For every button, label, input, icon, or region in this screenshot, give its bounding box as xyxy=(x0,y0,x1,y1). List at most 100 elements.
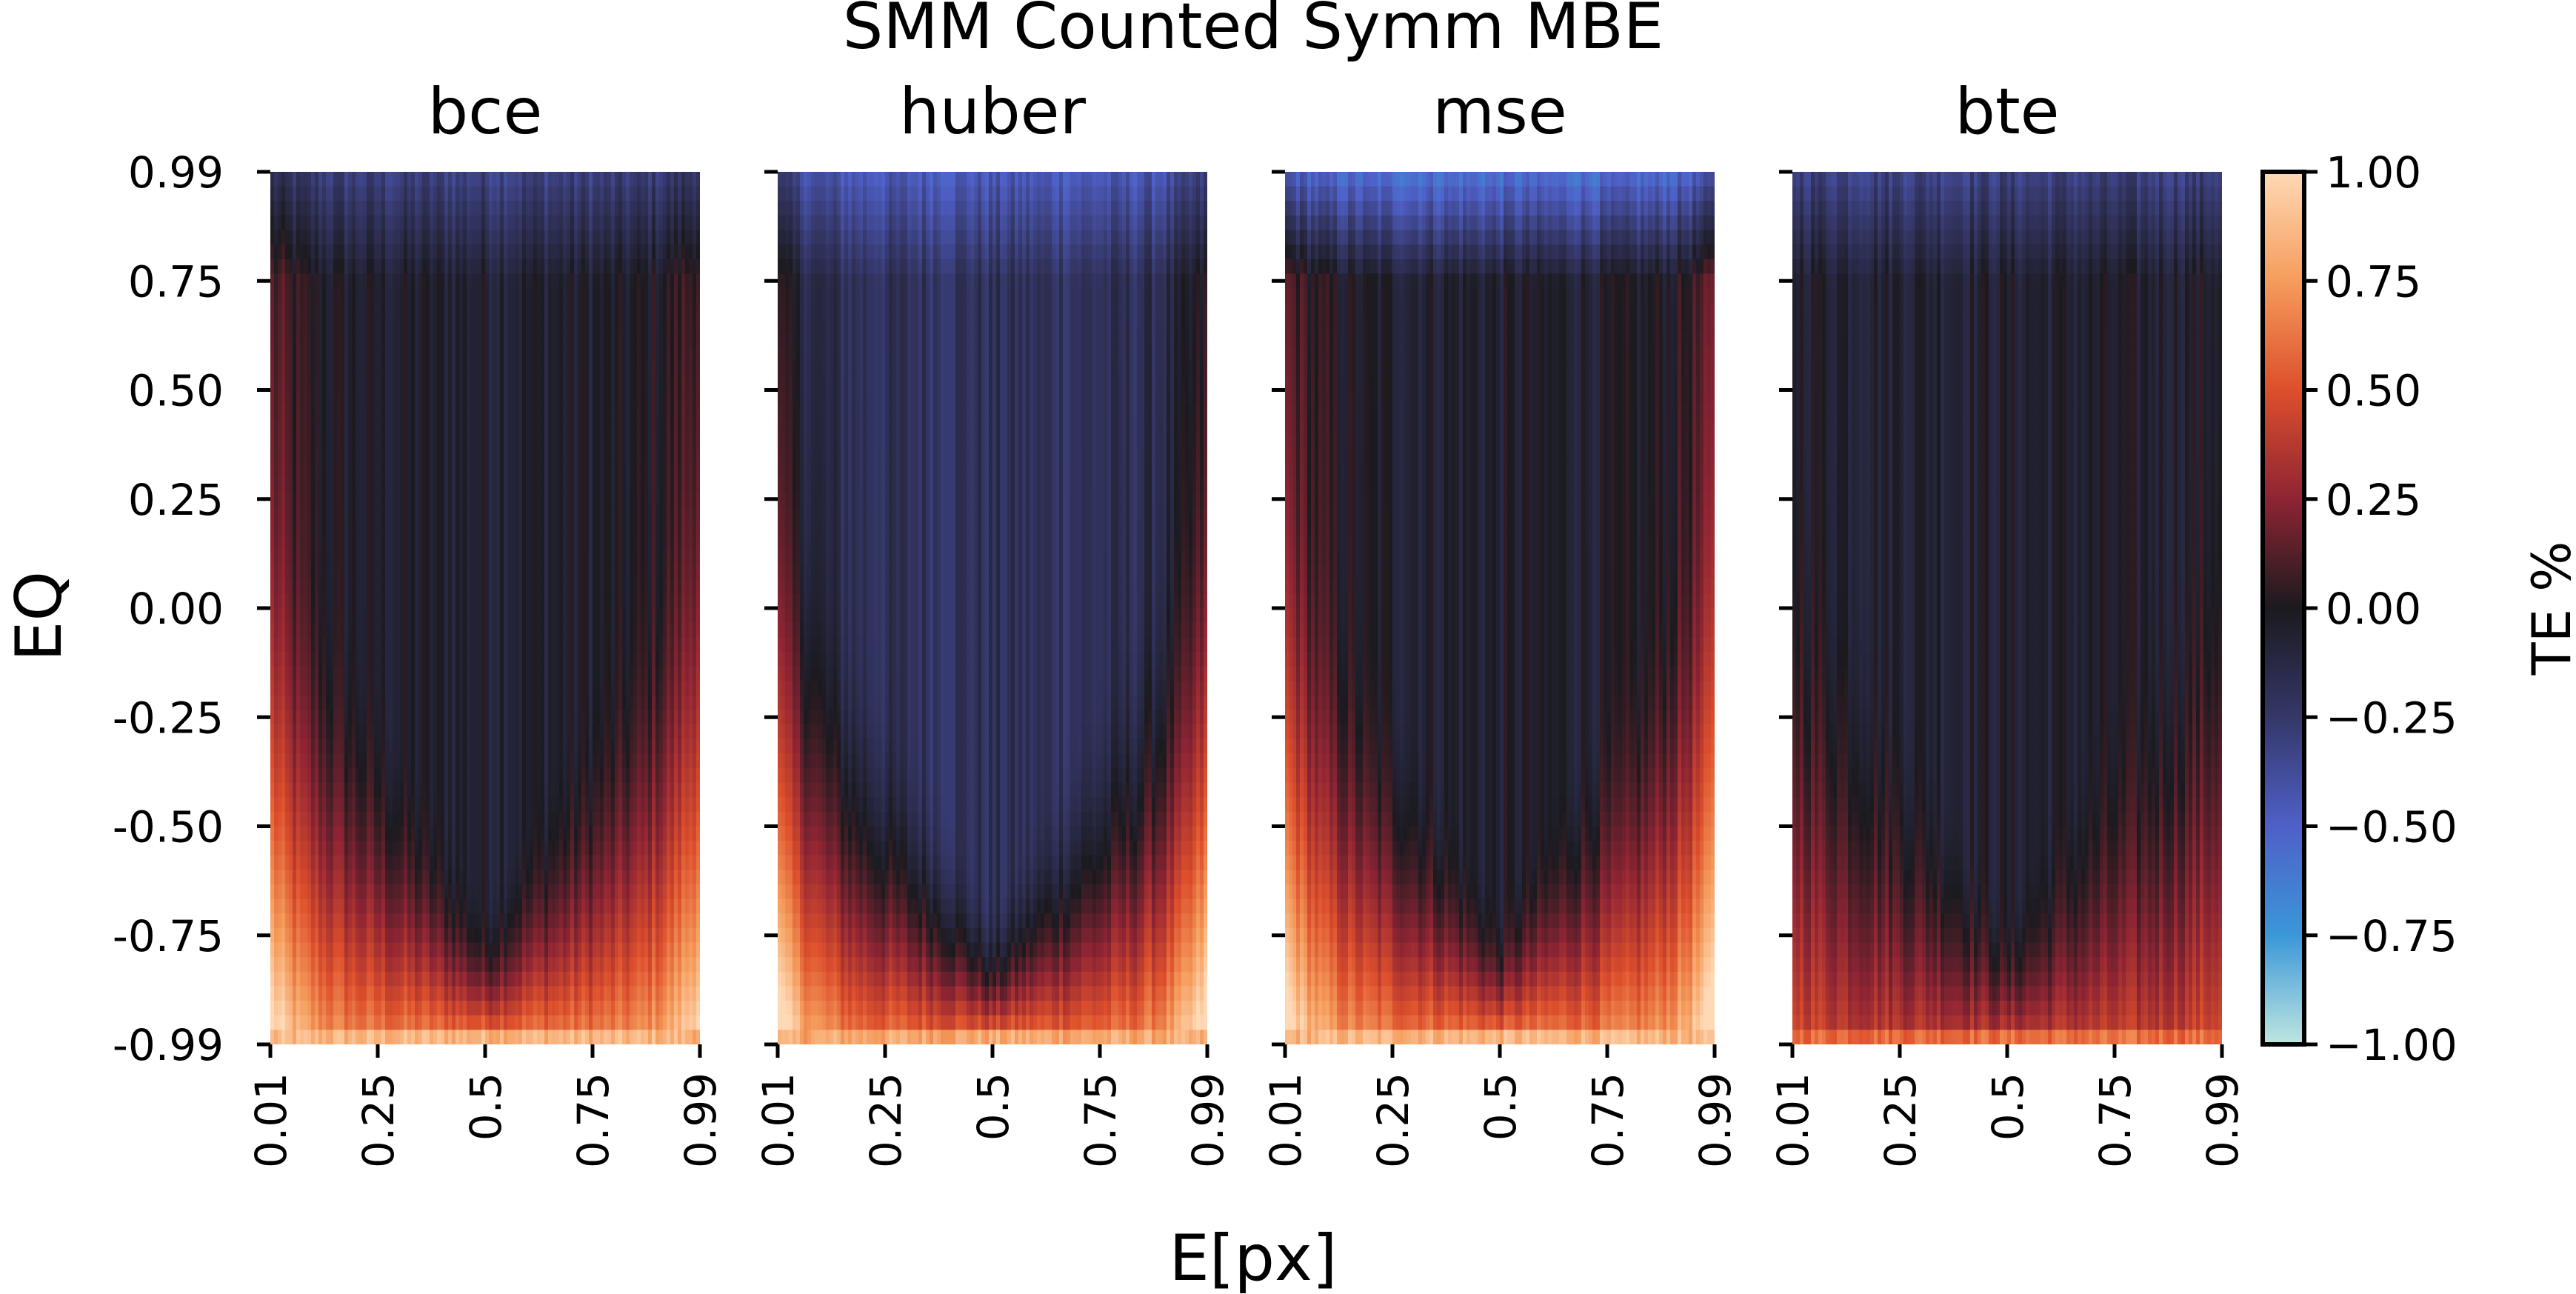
heatmap-cell xyxy=(448,637,453,653)
heatmap-cell xyxy=(515,259,519,275)
heatmap-cell xyxy=(456,651,460,667)
heatmap-cell xyxy=(444,331,449,347)
heatmap-cell xyxy=(526,608,530,624)
heatmap-cell xyxy=(411,578,416,594)
heatmap-cell xyxy=(400,535,404,551)
heatmap-cell xyxy=(348,695,353,711)
heatmap-cell xyxy=(459,433,464,449)
heatmap-cell xyxy=(563,521,567,536)
heatmap-cell xyxy=(611,593,615,609)
heatmap-cell xyxy=(359,375,364,391)
heatmap-cell xyxy=(574,608,578,624)
heatmap-cell xyxy=(685,331,690,347)
heatmap-cell xyxy=(533,477,538,493)
heatmap-cell xyxy=(681,418,686,434)
heatmap-cell xyxy=(637,506,641,521)
heatmap-cell xyxy=(415,375,419,391)
heatmap-cell xyxy=(281,302,286,318)
heatmap-cell xyxy=(578,317,582,333)
heatmap-cell xyxy=(600,782,604,798)
heatmap-cell xyxy=(474,172,478,187)
heatmap-cell xyxy=(426,186,430,201)
heatmap-cell xyxy=(637,550,641,565)
heatmap-cell xyxy=(563,608,567,624)
heatmap-cell xyxy=(415,550,419,565)
heatmap-cell xyxy=(467,215,471,231)
heatmap-cell xyxy=(293,564,297,580)
heatmap-cell xyxy=(359,738,364,754)
heatmap-cell xyxy=(570,172,575,187)
heatmap-cell xyxy=(326,244,330,260)
heatmap-cell xyxy=(433,244,438,260)
heatmap-cell xyxy=(548,244,553,260)
heatmap-cell xyxy=(274,186,278,201)
heatmap-cell xyxy=(537,550,541,565)
heatmap-cell xyxy=(567,244,571,260)
heatmap-cell xyxy=(363,521,367,536)
heatmap-cell xyxy=(270,462,275,478)
heatmap-cell xyxy=(622,622,627,638)
heatmap-cell xyxy=(659,550,664,565)
heatmap-cell xyxy=(522,651,527,667)
heatmap-cell xyxy=(281,651,286,667)
heatmap-cell xyxy=(333,375,338,391)
heatmap-cell xyxy=(581,302,586,318)
heatmap-cell xyxy=(452,230,456,245)
heatmap-cell xyxy=(474,666,478,681)
heatmap-cell xyxy=(426,695,430,711)
heatmap-cell xyxy=(644,622,649,638)
heatmap-cell xyxy=(567,215,571,231)
heatmap-cell xyxy=(693,172,697,187)
heatmap-cell xyxy=(404,710,408,725)
heatmap-cell xyxy=(485,230,490,245)
heatmap-cell xyxy=(607,651,612,667)
heatmap-cell xyxy=(333,578,338,594)
heatmap-cell xyxy=(693,578,697,594)
heatmap-cell xyxy=(622,782,627,798)
heatmap-cell xyxy=(418,564,423,580)
heatmap-cell xyxy=(296,477,301,493)
heatmap-cell xyxy=(367,622,371,638)
heatmap-cell xyxy=(637,390,641,405)
heatmap-cell xyxy=(289,477,293,493)
heatmap-cell xyxy=(630,578,634,594)
heatmap-cell xyxy=(693,433,697,449)
heatmap-cell xyxy=(611,738,615,754)
heatmap-cell xyxy=(296,608,301,624)
heatmap-cell xyxy=(511,390,515,405)
heatmap-cell xyxy=(611,201,615,216)
heatmap-cell xyxy=(674,288,678,304)
heatmap-cell xyxy=(330,593,334,609)
heatmap-cell xyxy=(593,390,597,405)
heatmap-cell xyxy=(463,637,467,653)
heatmap-cell xyxy=(585,477,590,493)
heatmap-cell xyxy=(444,186,449,201)
heatmap-cell xyxy=(452,418,456,434)
heatmap-cell xyxy=(652,506,656,521)
heatmap-cell xyxy=(504,782,508,798)
heatmap-cell xyxy=(485,404,490,420)
heatmap-cell xyxy=(452,738,456,754)
heatmap-cell xyxy=(485,244,490,260)
heatmap-cell xyxy=(378,578,382,594)
heatmap-cell xyxy=(278,244,282,260)
heatmap-cell xyxy=(644,244,649,260)
heatmap-cell xyxy=(430,361,434,376)
heatmap-cell xyxy=(526,230,530,245)
heatmap-cell xyxy=(485,418,490,434)
heatmap-cell xyxy=(448,651,453,667)
heatmap-cell xyxy=(633,637,638,653)
heatmap-cell xyxy=(285,491,290,507)
heatmap-cell xyxy=(600,578,604,594)
heatmap-cell xyxy=(630,666,634,681)
heatmap-cell xyxy=(611,448,615,464)
heatmap-cell xyxy=(411,782,416,798)
heatmap-cell xyxy=(311,593,316,609)
heatmap-cell xyxy=(604,288,608,304)
heatmap-cell xyxy=(552,578,556,594)
heatmap-cell xyxy=(463,695,467,711)
heatmap-cell xyxy=(341,259,345,275)
heatmap-cell xyxy=(481,666,486,681)
heatmap-cell xyxy=(511,506,515,521)
heatmap-cell xyxy=(544,201,549,216)
